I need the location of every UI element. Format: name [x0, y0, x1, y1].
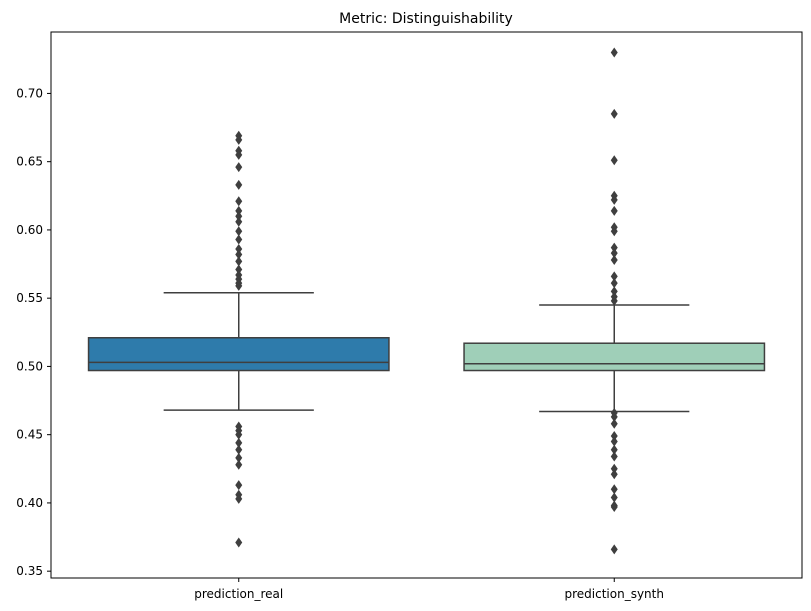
outlier-point [610, 469, 618, 480]
outlier-point [235, 134, 243, 145]
outlier-point [610, 411, 618, 422]
outlier-point [235, 216, 243, 227]
outlier-point [235, 437, 243, 448]
outlier-point [610, 436, 618, 447]
y-tick-label: 0.50 [16, 359, 43, 373]
outlier-point [610, 155, 618, 166]
outlier-point [610, 492, 618, 503]
outlier-point [610, 108, 618, 119]
box-group-prediction_synth [463, 47, 766, 555]
outlier-point [610, 295, 618, 306]
outlier-point [235, 452, 243, 463]
outlier-point [235, 179, 243, 190]
outlier-point [610, 278, 618, 289]
outlier-point [610, 254, 618, 265]
box-group-prediction_real [87, 130, 390, 548]
outlier-point [610, 248, 618, 259]
outlier-point [235, 280, 243, 291]
y-tick-label: 0.70 [16, 86, 43, 100]
outlier-point [610, 194, 618, 205]
outlier-point [610, 463, 618, 474]
outlier-point [235, 149, 243, 160]
outlier-point [235, 444, 243, 455]
outlier-point [235, 244, 243, 255]
outlier-point [610, 242, 618, 253]
outlier-point [610, 205, 618, 216]
y-tick-label: 0.55 [16, 291, 43, 305]
box [463, 342, 766, 372]
outlier-point [610, 431, 618, 442]
outlier-point [610, 451, 618, 462]
outlier-point [610, 418, 618, 429]
outlier-point [235, 493, 243, 504]
outlier-point [610, 484, 618, 495]
outlier-point [610, 47, 618, 58]
outlier-point [235, 211, 243, 222]
y-tick-label: 0.40 [16, 496, 43, 510]
box [87, 337, 390, 372]
outlier-point [235, 480, 243, 491]
outlier-point [235, 205, 243, 216]
y-tick-label: 0.65 [16, 155, 43, 169]
x-tick-label: prediction_synth [565, 587, 664, 601]
x-tick-label: prediction_real [194, 587, 283, 601]
outlier-point [235, 196, 243, 207]
outlier-point [235, 162, 243, 173]
y-tick-label: 0.35 [16, 564, 43, 578]
outlier-point [610, 271, 618, 282]
plot-area [87, 47, 766, 555]
outlier-point [235, 429, 243, 440]
axes: prediction_real prediction_synth 0.35 0.40 0… [16, 31, 803, 601]
plot-frame [50, 31, 803, 579]
outlier-point [610, 544, 618, 555]
outlier-point [235, 234, 243, 245]
outlier-point [610, 502, 618, 513]
outlier-point [235, 264, 243, 275]
outlier-point [235, 537, 243, 548]
outlier-point [610, 286, 618, 297]
outlier-point [235, 459, 243, 470]
y-tick-label: 0.45 [16, 428, 43, 442]
y-tick-label: 0.60 [16, 223, 43, 237]
outlier-point [235, 249, 243, 260]
outlier-point [610, 226, 618, 237]
outlier-point [610, 444, 618, 455]
outlier-point [235, 226, 243, 237]
chart-title: Metric: Distinguishability [339, 11, 513, 27]
outlier-point [235, 256, 243, 267]
